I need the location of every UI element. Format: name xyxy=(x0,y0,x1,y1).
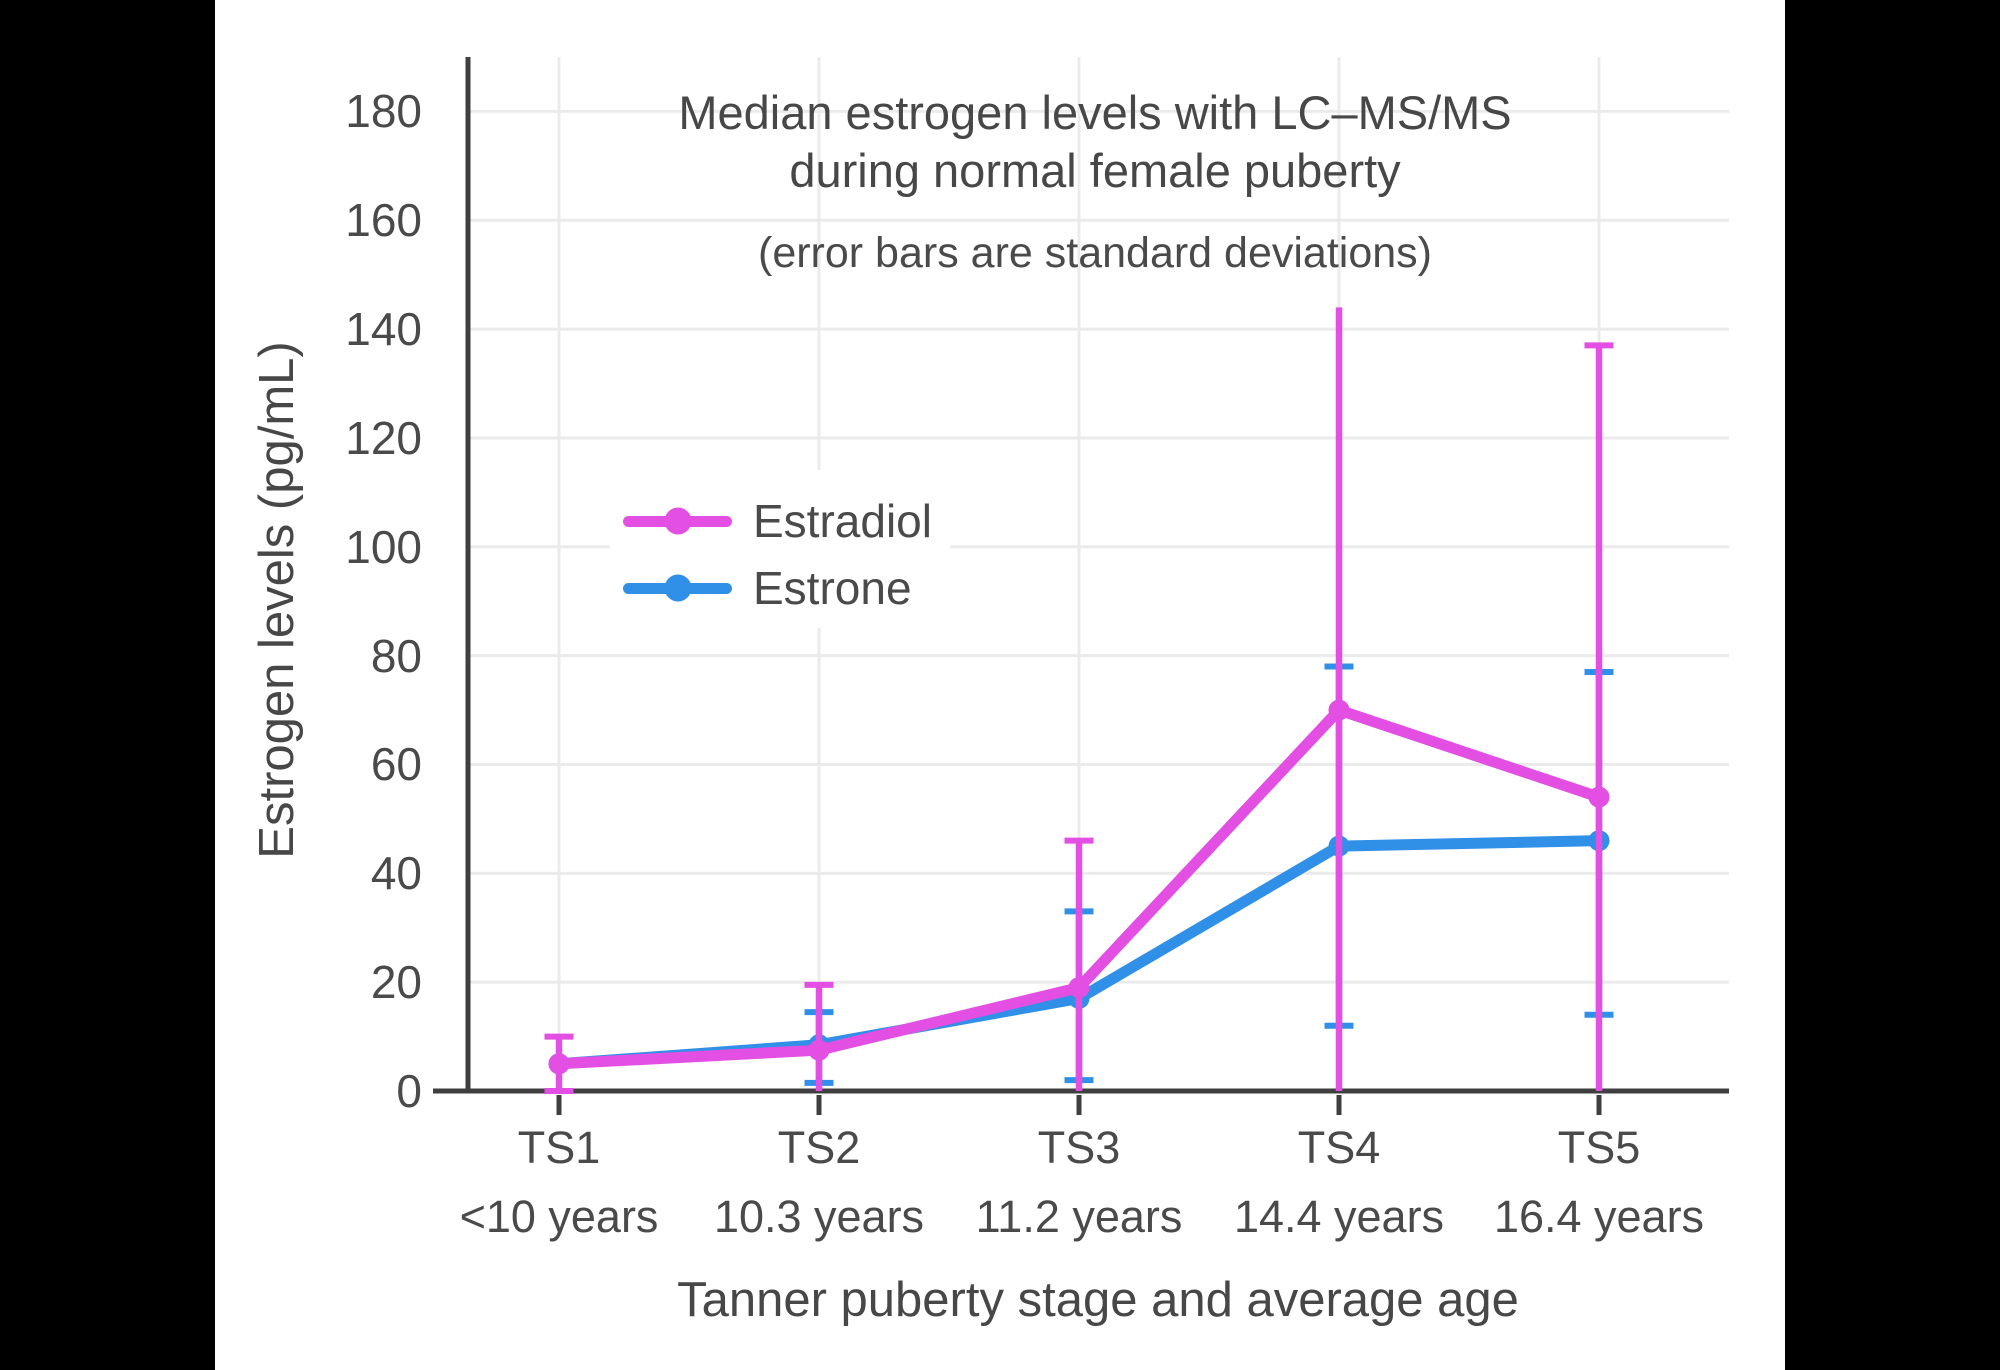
y-tick-label-80: 80 xyxy=(370,629,422,682)
x-tick-stage-ts3: TS3 xyxy=(1037,1122,1121,1173)
chart-title-line1: Median estrogen levels with LC–MS/MS xyxy=(678,86,1512,139)
chart-title-line2: during normal female puberty xyxy=(789,144,1401,197)
chart-canvas: Median estrogen levels with LC–MS/MS dur… xyxy=(215,0,1785,1370)
legend-swatch-dot-estrone xyxy=(664,574,691,602)
y-tick-label-20: 20 xyxy=(370,956,422,1009)
x-tick-age-ts2: 10.3 years xyxy=(713,1191,925,1242)
y-tick-label-140: 140 xyxy=(345,303,422,356)
marker-estradiol-ts1 xyxy=(548,1053,570,1075)
marker-estradiol-ts5 xyxy=(1588,786,1610,808)
x-tick-stage-ts5: TS5 xyxy=(1557,1122,1641,1173)
y-tick-label-40: 40 xyxy=(370,847,422,900)
y-tick-label-160: 160 xyxy=(345,194,422,247)
chart-subtitle: (error bars are standard deviations) xyxy=(758,229,1432,277)
y-tick-label-60: 60 xyxy=(370,738,422,791)
y-tick-label-120: 120 xyxy=(345,411,422,464)
legend-item-estrone[interactable]: Estrone xyxy=(610,555,912,621)
legend-label-estradiol: Estradiol xyxy=(753,495,932,547)
legend-swatch-line-estradiol xyxy=(623,507,732,535)
x-tick-age-ts3: 11.2 years xyxy=(975,1191,1183,1242)
x-tick-stage-ts4: TS4 xyxy=(1297,1122,1381,1173)
x-tick-age-ts4: 14.4 years xyxy=(1233,1191,1445,1242)
legend-swatch-line-estrone xyxy=(623,574,732,602)
chart-plot-area xyxy=(433,57,1729,1115)
legend-item-estradiol[interactable]: Estradiol xyxy=(610,488,932,554)
x-tick-stage-ts1: TS1 xyxy=(517,1122,601,1173)
x-tick-age-ts1: <10 years xyxy=(459,1191,659,1242)
x-tick-age-ts5: 16.4 years xyxy=(1493,1191,1705,1242)
y-tick-label-100: 100 xyxy=(345,520,422,573)
y-tick-label-0: 0 xyxy=(396,1065,422,1117)
marker-estradiol-ts4 xyxy=(1328,699,1350,721)
marker-estradiol-ts2 xyxy=(808,1039,830,1061)
legend-label-estrone: Estrone xyxy=(753,562,912,614)
y-tick-label-180: 180 xyxy=(345,85,422,138)
legend-swatch-dot-estradiol xyxy=(664,507,691,535)
x-axis-title: Tanner puberty stage and average age xyxy=(677,1273,1519,1327)
marker-estradiol-ts3 xyxy=(1068,977,1090,999)
x-tick-stage-ts2: TS2 xyxy=(777,1122,861,1173)
